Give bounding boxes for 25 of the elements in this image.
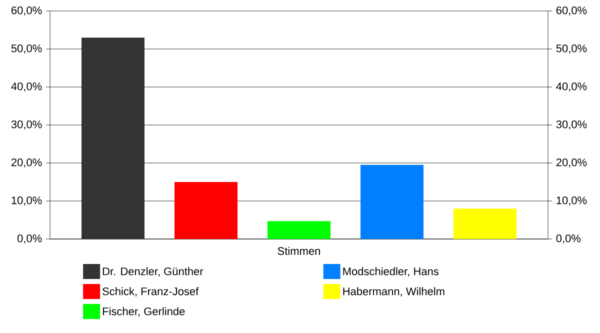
legend-label: Habermann, Wilhelm	[343, 287, 444, 297]
bar	[360, 164, 424, 239]
text: 60,0%	[556, 6, 587, 16]
y-tick-label: 40,0%	[11, 82, 42, 92]
y-tick-label: 60,0%	[12, 6, 42, 16]
text: 20,0%	[556, 158, 587, 168]
y-tick-label: 50,0%	[11, 44, 42, 54]
y-tick-label: 30,0%	[11, 120, 42, 130]
legend-label: Schick, Franz-Josef	[102, 287, 199, 297]
legend-label: Fischer, Gerlinde	[102, 307, 185, 317]
y-tick-label: 10,0%	[12, 196, 42, 206]
legend-label: Modschiedler, Hans	[343, 267, 439, 277]
y-tick-label: 20,0%	[11, 158, 42, 168]
text: 40,0%	[556, 82, 587, 92]
legend-label: Dr. Denzler, Günther	[102, 267, 204, 277]
text: 0,0%	[556, 234, 581, 244]
text: 30,0%	[556, 120, 587, 130]
bar	[454, 208, 517, 239]
y-tick-label: 0,0%	[18, 234, 42, 244]
x-tick-label: Stimmen	[278, 246, 320, 255]
text: 50,0%	[556, 44, 587, 54]
bar	[82, 38, 144, 239]
bar	[174, 182, 238, 239]
text: 10,0%	[556, 196, 587, 206]
bar	[268, 221, 331, 239]
